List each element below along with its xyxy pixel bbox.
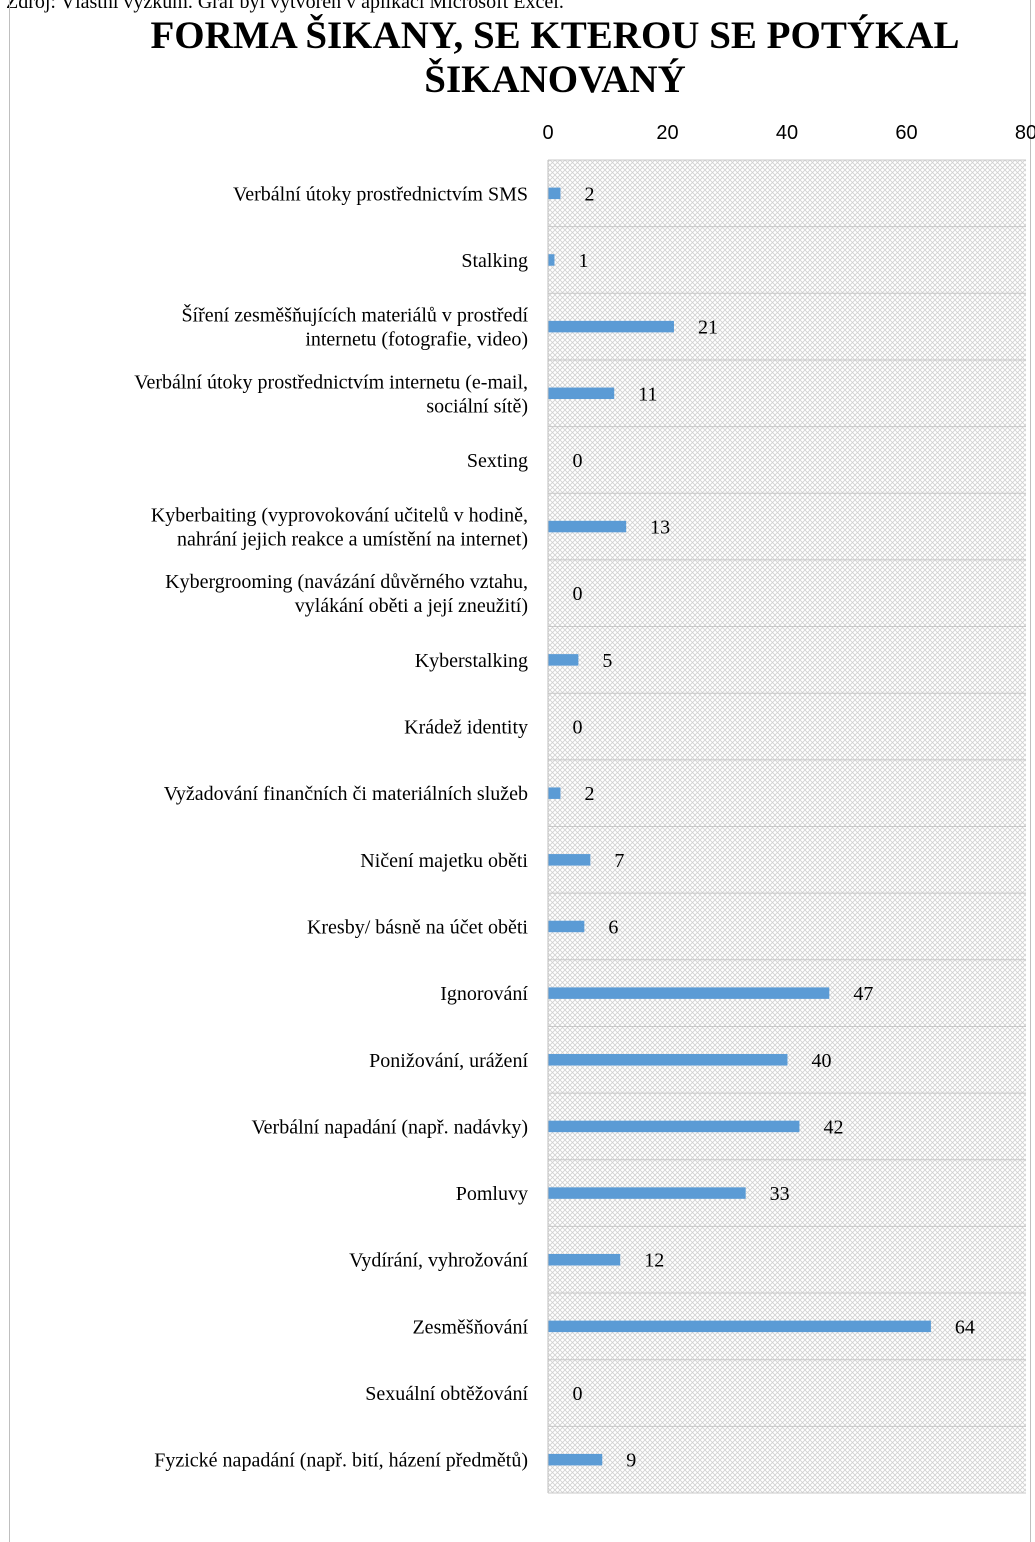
- x-tick-label: 80: [1015, 122, 1035, 144]
- source-caption: Zdroj: Vlastní výzkum. Graf byl vytvořen…: [6, 0, 564, 13]
- data-label: 12: [644, 1250, 664, 1272]
- category-label: Kyberbaiting (vyprovokování učitelů v ho…: [151, 505, 528, 551]
- data-label: 0: [573, 717, 583, 739]
- category-label: Ničení majetku oběti: [360, 850, 528, 872]
- bar: [548, 387, 615, 400]
- bar: [548, 1453, 603, 1466]
- category-label: Kyberstalking: [415, 650, 528, 672]
- x-axis-ticks: 0 20 40 60 80: [542, 122, 1035, 144]
- category-label: Verbální napadání (např. nadávky): [251, 1116, 528, 1138]
- category-labels: Verbální útoky prostřednictvím SMS Stalki…: [134, 183, 528, 1471]
- data-label: 1: [578, 250, 588, 272]
- category-label: Zesměšňování: [412, 1316, 528, 1338]
- bar: [548, 920, 585, 933]
- bar: [548, 787, 561, 799]
- bar: [548, 654, 579, 666]
- bar: [548, 1320, 931, 1333]
- x-tick-label: 40: [776, 122, 798, 144]
- bar: [548, 320, 674, 333]
- data-label: 13: [650, 517, 670, 539]
- data-label: 2: [584, 783, 594, 805]
- x-tick-label: 20: [656, 122, 678, 144]
- data-label: 6: [608, 916, 618, 938]
- data-label: 47: [853, 983, 873, 1005]
- category-label: Krádež identity: [404, 717, 528, 739]
- category-label: Stalking: [461, 250, 528, 272]
- category-label: Vydírání, vyhrožování: [349, 1250, 528, 1272]
- x-tick-label: 60: [895, 122, 917, 144]
- category-label: Fyzické napadání (např. bití, házení pře…: [154, 1450, 528, 1472]
- chart-title: FORMA ŠIKANY, SE KTEROU SE POTÝKAL ŠIKAN…: [150, 14, 960, 101]
- category-label: Sexuální obtěžování: [365, 1383, 528, 1405]
- category-label: Šíření zesměšňujících materiálů v prostř…: [181, 303, 528, 351]
- data-label: 40: [812, 1050, 832, 1072]
- category-label: Vyžadování finančních či materiálních sl…: [164, 783, 528, 805]
- data-label: 21: [698, 317, 718, 339]
- x-tick-label: 0: [542, 122, 553, 144]
- bar: [548, 187, 561, 200]
- data-label: 11: [638, 383, 657, 405]
- bar: [548, 1120, 800, 1133]
- bar: [548, 1187, 746, 1199]
- category-label: Verbální útoky prostřednictvím SMS: [233, 183, 528, 205]
- data-label: 2: [584, 183, 594, 205]
- data-label: 0: [573, 583, 583, 605]
- bar: [548, 1054, 788, 1066]
- bars: [548, 187, 931, 1466]
- data-label: 0: [573, 1383, 583, 1405]
- category-label: Ponižování, urážení: [369, 1050, 528, 1072]
- data-label: 33: [770, 1183, 790, 1205]
- data-label: 64: [955, 1316, 975, 1338]
- data-label: 0: [573, 450, 583, 472]
- category-label: Sexting: [467, 450, 528, 472]
- bar: [548, 987, 830, 999]
- data-label: 9: [626, 1450, 636, 1472]
- data-label: 7: [614, 850, 624, 872]
- category-label: Verbální útoky prostřednictvím internetu…: [134, 371, 528, 417]
- gridlines: [547, 159, 1026, 1494]
- category-label: Pomluvy: [456, 1183, 528, 1205]
- bar: [548, 254, 555, 266]
- category-label: Kresby/ básně na účet oběti: [307, 916, 528, 938]
- bar: [548, 854, 591, 866]
- bar: [548, 1253, 621, 1266]
- data-label: 42: [823, 1116, 843, 1138]
- category-label: Kybergrooming (navázání důvěrného vztahu…: [165, 571, 528, 617]
- category-label: Ignorování: [440, 983, 528, 1005]
- bar: [548, 520, 627, 533]
- data-label: 5: [602, 650, 612, 672]
